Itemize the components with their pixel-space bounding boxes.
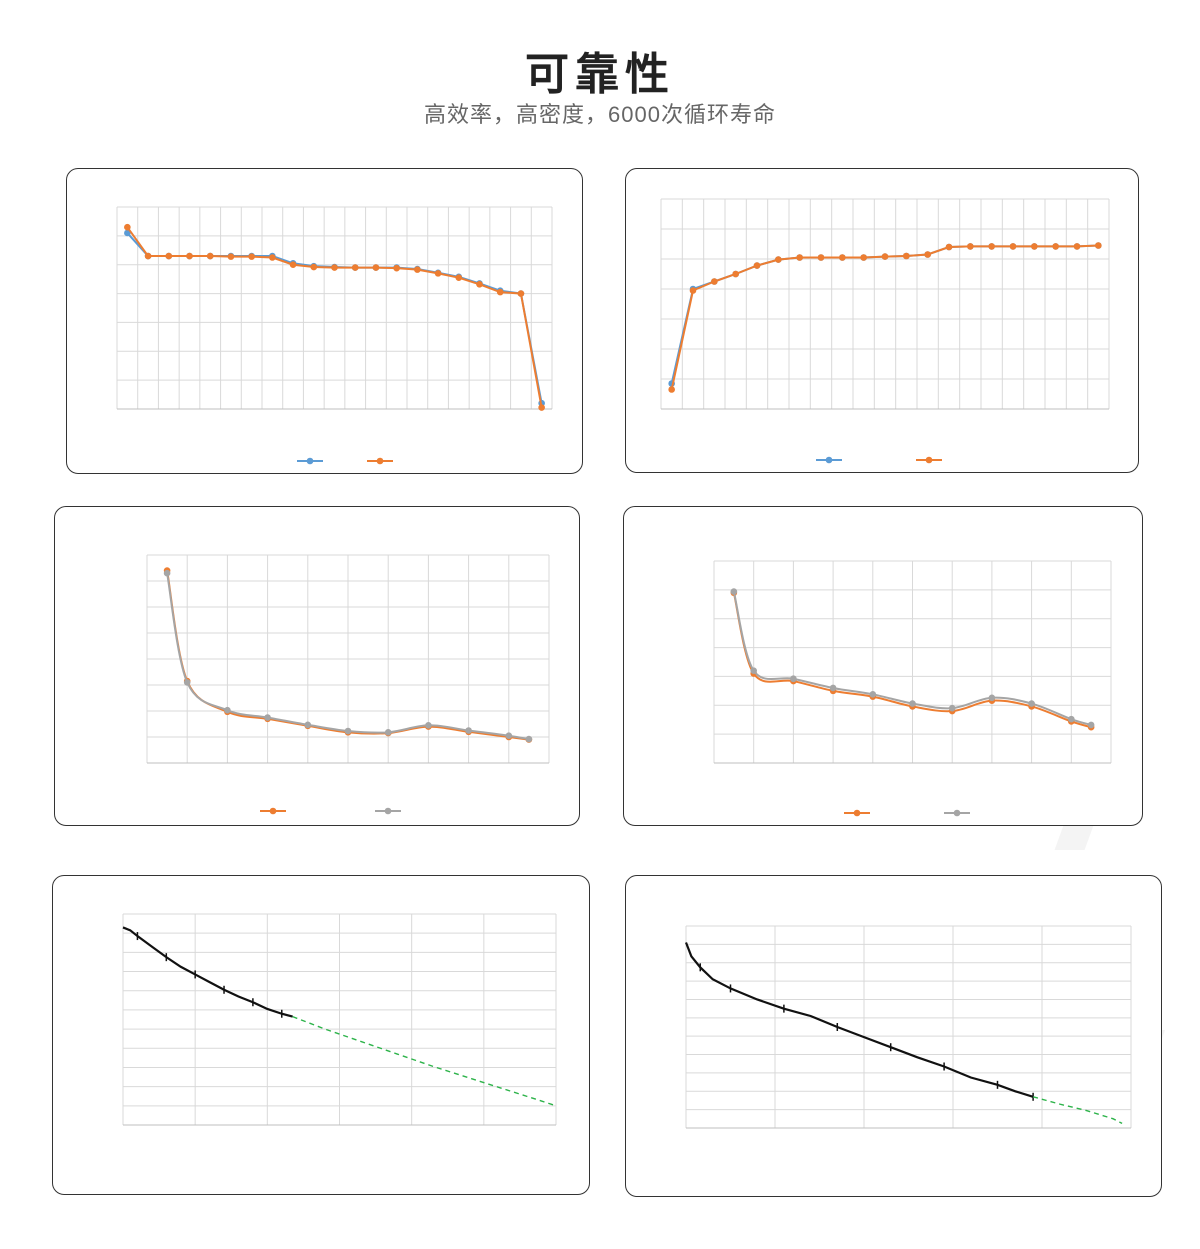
- series-projection-line: [1032, 1096, 1123, 1125]
- series-2-CC-point: [1068, 715, 1075, 723]
- series-2#-point: [186, 252, 193, 260]
- series-2-CC-point: [1028, 700, 1035, 707]
- series-2-DC-point: [525, 735, 533, 743]
- series-2#-point: [310, 263, 318, 271]
- chart-cycle-45c: [684, 925, 1132, 1129]
- chart-panel-soc-ocv-charge: [66, 168, 583, 474]
- series-2#-point: [269, 254, 276, 261]
- series-2#-point: [351, 264, 359, 271]
- legend-swatch-marker: [376, 457, 384, 465]
- series-2#-point: [496, 288, 504, 296]
- chart-soc-ocv-charge: [116, 206, 553, 465]
- series-2#-point: [1073, 243, 1081, 250]
- chart-panel-hppc-charge: [54, 506, 580, 826]
- series-2#-point: [227, 253, 235, 260]
- series-2#-line: [670, 244, 1099, 390]
- legend-swatch-marker: [853, 809, 861, 817]
- series-2-CC-point: [869, 691, 877, 698]
- series-2#-point: [753, 262, 761, 269]
- series-2#-point: [668, 386, 675, 393]
- series-2-CC-point: [790, 675, 797, 683]
- series-2#-point: [775, 256, 782, 263]
- legend-swatch-marker: [925, 456, 933, 464]
- series-2#-point: [476, 281, 483, 288]
- page-title: 可靠性: [525, 50, 675, 99]
- series-2#-point: [732, 270, 739, 278]
- chart-hppc-discharge: [713, 560, 1112, 817]
- legend-swatch-marker: [953, 809, 961, 817]
- series-2#-point: [144, 252, 152, 260]
- series-2#-point: [455, 274, 463, 281]
- series-projection-line: [292, 1015, 557, 1107]
- chart-panel-cycle-25c: [52, 875, 590, 1195]
- series-2#-point: [434, 270, 442, 277]
- legend-swatch-marker: [306, 457, 314, 465]
- series-2-DC-point: [344, 727, 352, 735]
- series-2-DC-point: [304, 721, 312, 729]
- chart-panel-hppc-discharge: [623, 506, 1143, 826]
- series-1#-line: [670, 244, 1099, 384]
- chart-cycle-25c: [122, 913, 557, 1126]
- legend-swatch-marker: [269, 807, 277, 815]
- series-2#-point: [289, 261, 297, 269]
- series-1#-point: [124, 229, 131, 237]
- series-2#-point: [331, 264, 338, 271]
- series-2-DC-point: [224, 706, 231, 714]
- series-2#-point: [817, 254, 825, 261]
- series-measured-line: [122, 926, 293, 1018]
- series-2#-point: [165, 252, 173, 260]
- series-2-DC-point: [505, 732, 513, 739]
- chart-hppc-charge: [146, 554, 550, 815]
- series-2#-point: [967, 243, 974, 250]
- series-2-DC-point: [465, 727, 472, 734]
- series-2#-point: [945, 243, 953, 251]
- series-2#-point: [1052, 243, 1059, 250]
- series-2#-point: [124, 223, 131, 231]
- series-2#-point: [1009, 243, 1017, 250]
- series-2-CC-point: [909, 700, 916, 707]
- series-2-DC-point: [264, 714, 271, 721]
- series-2#-point: [538, 404, 545, 411]
- series-2#-point: [988, 243, 995, 250]
- series-2#-point: [393, 264, 400, 272]
- series-measured-line: [684, 942, 1034, 1098]
- series-2-CC-point: [948, 704, 956, 712]
- series-2-DC-point: [163, 569, 171, 577]
- series-2-DC-point: [425, 722, 432, 729]
- series-2#-point: [839, 254, 846, 261]
- series-2#-point: [711, 278, 718, 285]
- series-2#-point: [372, 264, 380, 271]
- series-2#-point: [860, 254, 867, 261]
- series-2#-point: [796, 254, 803, 261]
- chart-soc-ocv-discharge: [660, 198, 1110, 464]
- legend-swatch-marker: [825, 456, 833, 464]
- page-subtitle: 高效率，高密度，6000次循环寿命: [424, 102, 776, 127]
- series-2-CC-point: [1087, 721, 1095, 729]
- series-2#-point: [248, 253, 255, 260]
- series-2-CC-point: [988, 694, 996, 702]
- series-2#-point: [689, 287, 697, 294]
- series-2-DC-point: [183, 679, 191, 686]
- series-2#-point: [924, 251, 931, 258]
- chart-panel-cycle-45c: [625, 875, 1162, 1197]
- series-2#-point: [881, 253, 889, 260]
- series-2-DC-point: [384, 729, 392, 736]
- series-2#-point: [206, 252, 214, 260]
- series-2#-point: [1031, 243, 1038, 250]
- series-2#-point: [517, 290, 525, 297]
- chart-panel-soc-ocv-discharge: [625, 168, 1139, 473]
- series-2#-point: [903, 252, 910, 260]
- series-2-CC-point: [750, 667, 757, 674]
- series-2#-point: [1095, 242, 1102, 249]
- legend-swatch-marker: [384, 807, 392, 815]
- series-2-CC-point: [730, 588, 738, 595]
- series-2-CC-point: [829, 684, 837, 692]
- series-2#-point: [414, 266, 421, 273]
